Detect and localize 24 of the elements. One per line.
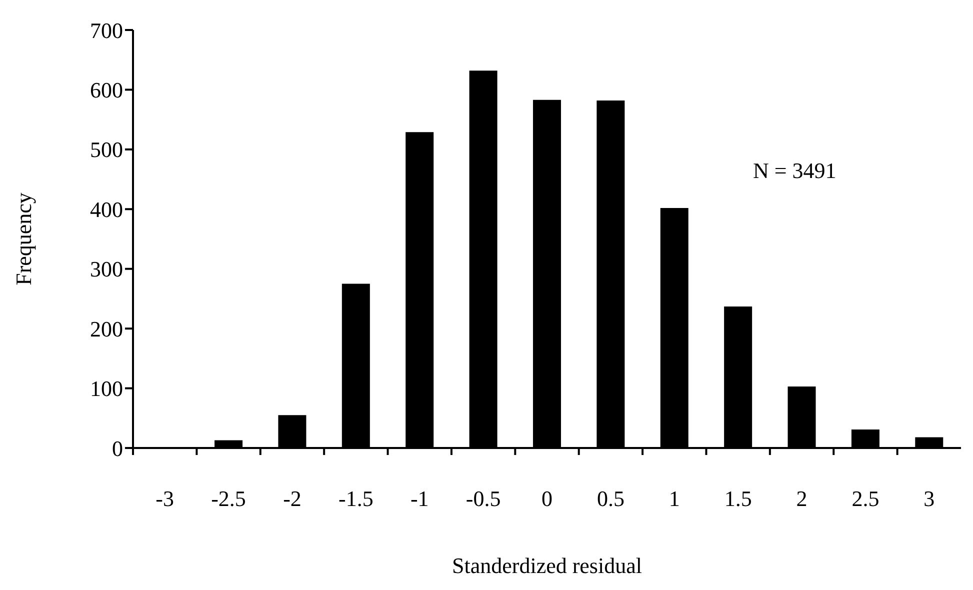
y-tick-label: 600 <box>90 78 123 103</box>
y-axis-title: Frequency <box>10 192 36 286</box>
x-tick-label: 2 <box>796 486 808 511</box>
x-axis-title: Standerdized residual <box>452 553 642 578</box>
x-tick-label: -3 <box>156 486 174 511</box>
y-tick-label: 400 <box>90 196 123 222</box>
y-tick-label: 700 <box>90 18 123 43</box>
x-tick-label: -2 <box>283 486 302 511</box>
x-tick-label: 1 <box>668 486 680 511</box>
x-tick-label: -1 <box>410 486 429 511</box>
y-tick-label: 300 <box>90 256 123 282</box>
y-tick-label: 100 <box>90 376 123 402</box>
x-tick-label: -2.5 <box>211 486 246 511</box>
x-tick-label: 0.5 <box>596 486 624 511</box>
x-tick-label: 2.5 <box>852 486 880 511</box>
y-tick-label: 0 <box>112 436 123 461</box>
x-tick-label: 1.5 <box>724 486 752 511</box>
x-tick-label: -0.5 <box>466 486 501 511</box>
annotation: N = 3491 <box>753 158 836 184</box>
x-tick-label: 0 <box>542 486 552 511</box>
x-tick-label: -1.5 <box>338 486 374 511</box>
y-tick-label: 200 <box>90 316 123 342</box>
x-tick-label: 3 <box>924 486 935 511</box>
y-tick-label: 500 <box>90 137 123 162</box>
